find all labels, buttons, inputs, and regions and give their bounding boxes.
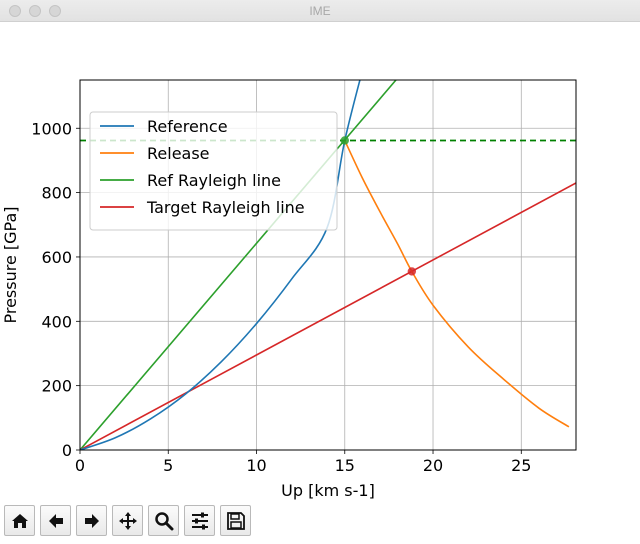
series-line-release: [344, 140, 570, 428]
window-titlebar: IME: [0, 0, 640, 22]
series-line-target-rayleigh-line: [80, 182, 576, 450]
legend-box: [89, 111, 338, 231]
legend-label: Release: [147, 144, 210, 163]
x-tick-label: 25: [511, 456, 531, 475]
legend: Reference Release Ref Rayleigh line Target …: [89, 111, 338, 231]
legend-label: Reference: [147, 117, 228, 136]
zoom-button[interactable]: [148, 505, 179, 536]
y-tick-label: 800: [41, 184, 72, 203]
window-title: IME: [309, 4, 331, 18]
x-tick-label: 10: [246, 456, 266, 475]
target-intersection-marker: [407, 267, 417, 276]
magnifier-icon: [154, 511, 173, 530]
x-axis-label: Up [km s-1]: [281, 481, 375, 500]
home-button[interactable]: [4, 505, 35, 536]
configure-subplots-button[interactable]: [184, 505, 215, 536]
ticks: 0 5 10 15 20 25 0 200 400 600 800 1000: [31, 119, 531, 475]
home-icon: [11, 513, 28, 528]
arrow-right-icon: [84, 513, 99, 528]
y-tick-label: 0: [62, 441, 72, 460]
y-axis-label: Pressure [GPa]: [1, 206, 20, 323]
series-line-reference: [80, 80, 361, 450]
axes-frame: [79, 79, 577, 451]
y-tick-label: 200: [41, 377, 72, 396]
x-tick-label: 15: [335, 456, 355, 475]
x-tick-label: 20: [423, 456, 443, 475]
save-button[interactable]: [220, 505, 251, 536]
arrow-left-icon: [48, 513, 63, 528]
back-button[interactable]: [40, 505, 71, 536]
forward-button[interactable]: [76, 505, 107, 536]
legend-label: Target Rayleigh line: [146, 198, 305, 217]
y-tick-label: 600: [41, 248, 72, 267]
x-tick-label: 5: [163, 456, 173, 475]
pan-button[interactable]: [112, 505, 143, 536]
y-tick-label: 1000: [31, 119, 72, 138]
close-window-button[interactable]: [9, 5, 21, 17]
move-icon: [118, 511, 137, 530]
floppy-disk-icon: [226, 511, 245, 530]
legend-label: Ref Rayleigh line: [147, 171, 281, 190]
minimize-window-button[interactable]: [29, 5, 41, 17]
y-tick-label: 400: [41, 312, 72, 331]
x-tick-label: 0: [75, 456, 85, 475]
sliders-icon: [191, 512, 208, 529]
zoom-window-button[interactable]: [49, 5, 61, 17]
reference-intersection-marker: [340, 136, 349, 145]
